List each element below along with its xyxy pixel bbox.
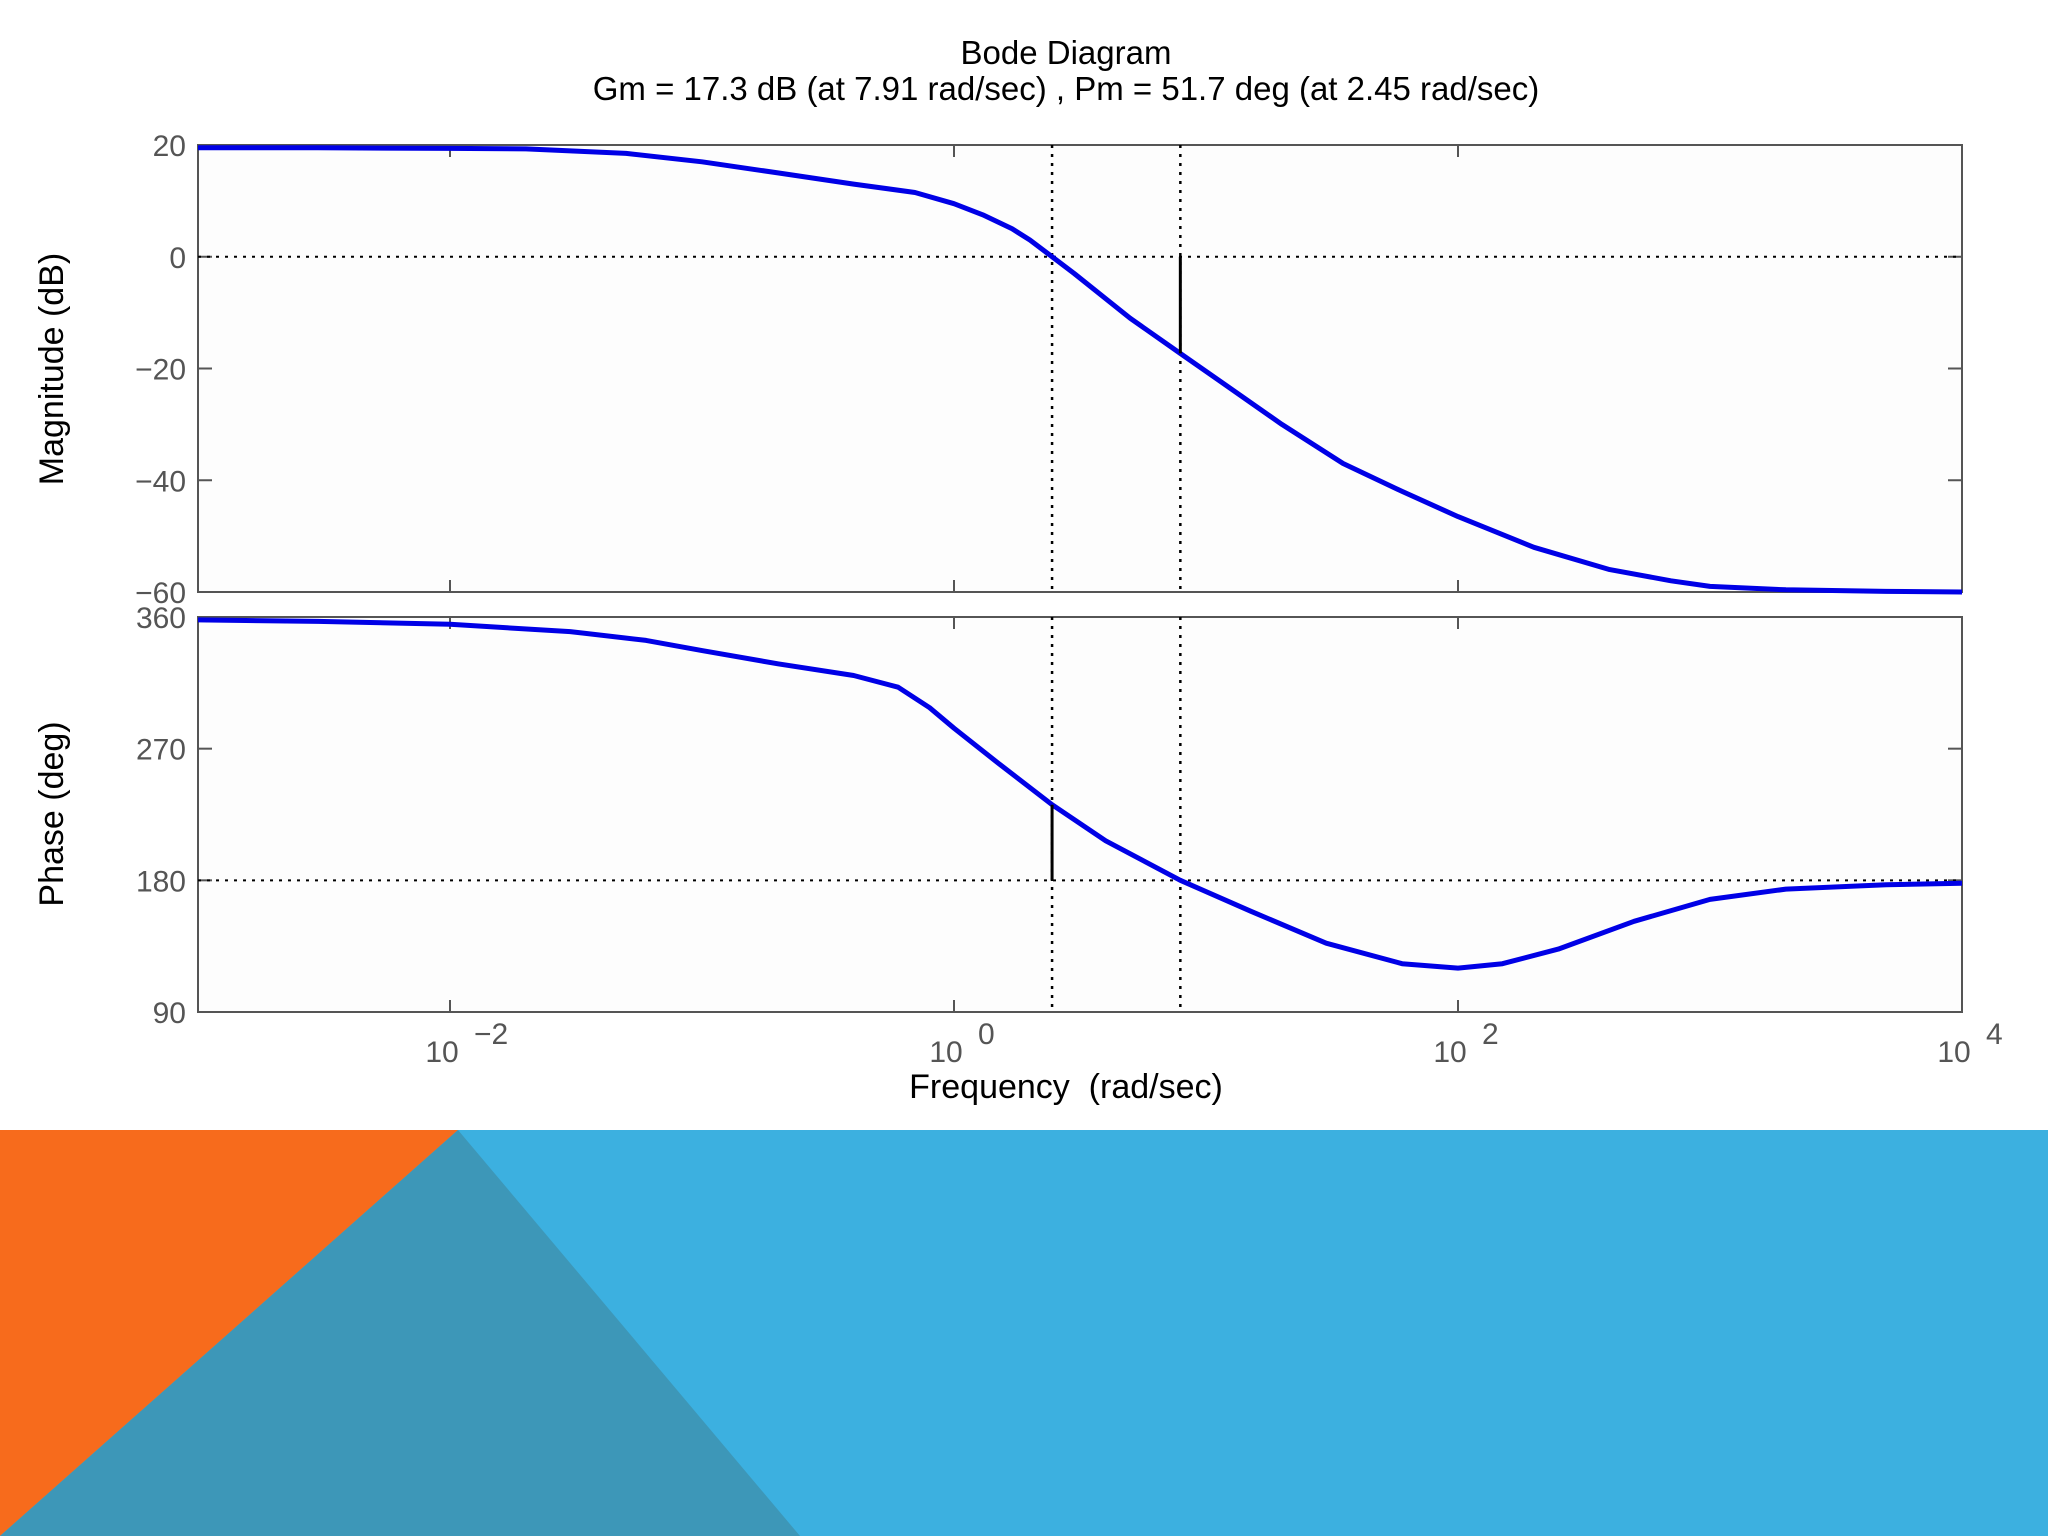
magnitude-ytick-label: 20 [153, 130, 186, 163]
magnitude-panel: 20 0 −20 −40 −60 [135, 130, 1963, 610]
phase-ytick-label: 180 [136, 865, 186, 898]
phase-plot-frame [197, 616, 1963, 1013]
magnitude-curve [198, 145, 1963, 595]
frequency-xtick-label: 10 [929, 1036, 962, 1069]
magnitude-ytick-label: −60 [135, 577, 186, 610]
phase-curve [197, 617, 1963, 971]
chart-title: Bode Diagram [961, 34, 1172, 71]
chart-subtitle: Gm = 17.3 dB (at 7.91 rad/sec) , Pm = 51… [593, 70, 1540, 107]
phase-axis-label: Phase (deg) [33, 721, 71, 906]
frequency-xtick-label: 10 [1937, 1036, 1970, 1069]
magnitude-ytick-label: −20 [135, 354, 186, 387]
slide-footer-banner [0, 1130, 2048, 1536]
phase-panel: 360 270 180 90 10 −2 10 0 10 2 10 4 [136, 602, 2003, 1069]
magnitude-plot-frame [197, 144, 1963, 593]
frequency-xtick-exponent: 2 [1482, 1018, 1499, 1051]
phase-ytick-label: 90 [153, 997, 186, 1030]
phase-ytick-label: 360 [136, 602, 186, 635]
frequency-xtick-exponent: −2 [474, 1018, 508, 1051]
banner-teal-triangle [0, 1130, 800, 1536]
frequency-axis-label: Frequency (rad/sec) [909, 1068, 1223, 1106]
frequency-xtick-exponent: 0 [978, 1018, 995, 1051]
magnitude-ytick-label: −40 [135, 465, 186, 498]
frequency-xtick-label: 10 [1433, 1036, 1466, 1069]
phase-ytick-label: 270 [136, 734, 186, 767]
frequency-xtick-label: 10 [425, 1036, 458, 1069]
frequency-xtick-exponent: 4 [1986, 1018, 2003, 1051]
magnitude-ytick-label: 0 [169, 242, 186, 275]
bode-figure: Bode Diagram Gm = 17.3 dB (at 7.91 rad/s… [33, 34, 2003, 1106]
magnitude-axis-label: Magnitude (dB) [33, 253, 71, 485]
